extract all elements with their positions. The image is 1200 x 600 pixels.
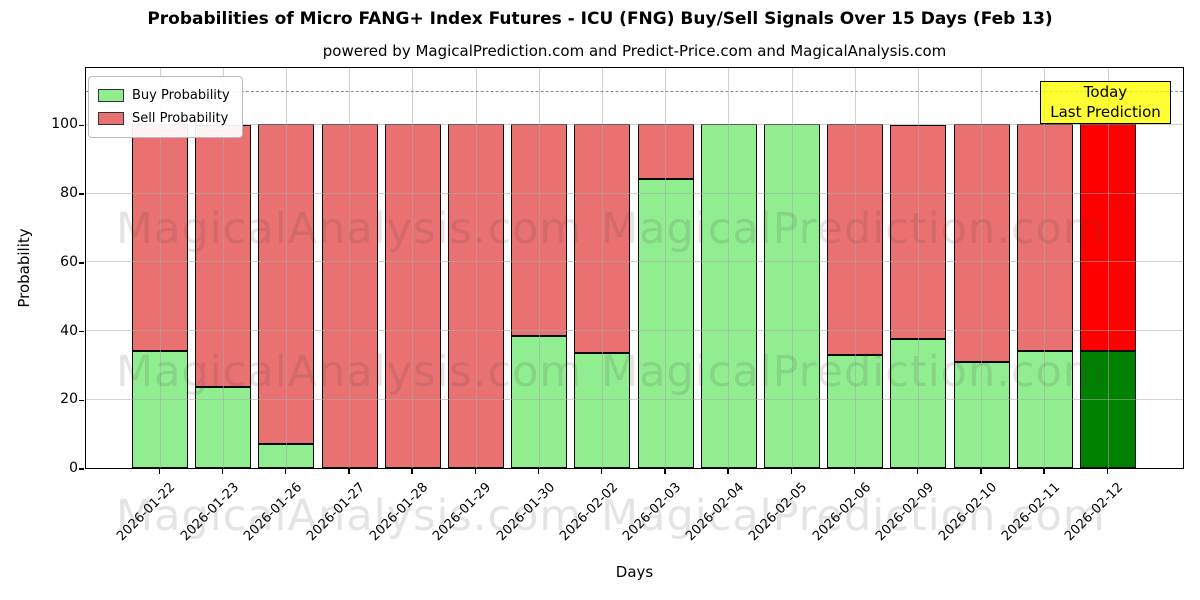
today-annotation-line2: Last Prediction [1050,102,1161,121]
x-tick-mark [1106,469,1108,474]
x-gridline [1107,68,1109,468]
y-tick-label: 80 [60,185,78,202]
sell-swatch-icon [98,112,124,125]
x-tick-mark [474,469,476,474]
legend: Buy Probability Sell Probability [88,76,243,138]
x-gridline [917,68,919,468]
chart-title: Probabilities of Micro FANG+ Index Futur… [147,9,1053,29]
x-tick-mark [600,469,603,474]
y-tick-mark [79,330,84,333]
legend-item-buy: Buy Probability [98,84,230,107]
y-tick-label: 0 [69,460,78,476]
x-tick-mark [221,469,224,474]
x-tick-mark [853,469,856,474]
watermark-text: MagicalAnalysis.com [116,491,583,541]
x-gridline [412,68,414,468]
y-tick-mark [79,124,84,127]
x-tick-mark [537,469,540,474]
buy-swatch-icon [98,89,124,102]
x-tick-mark [727,469,729,474]
y-tick-mark [79,262,84,264]
watermark-text: MagicalAnalysis.com [116,347,583,397]
x-tick-mark [980,469,982,474]
x-gridline [222,68,224,468]
y-tick-label: 100 [51,116,78,133]
plot-area: MagicalAnalysis.com MagicalPrediction.com… [85,67,1184,541]
chart-subtitle: powered by MagicalPrediction.com and Pre… [322,42,947,60]
x-tick-mark [158,469,160,474]
x-gridline [538,68,540,468]
x-axis-label: Days [615,563,654,581]
x-gridline [601,68,603,468]
y-gridline [86,398,1183,400]
legend-label: Sell Probability [132,111,229,126]
y-axis-label: Probability [15,228,33,308]
x-gridline [791,68,793,468]
y-gridline [86,261,1183,263]
x-tick-mark [1043,469,1045,474]
today-annotation-line1: Today [1083,83,1128,101]
watermark-text: MagicalPrediction.com [601,347,1106,397]
y-tick-mark [79,399,84,402]
x-tick-mark [348,469,350,474]
x-tick-mark [790,469,792,474]
legend-item-sell: Sell Probability [98,107,230,130]
x-gridline [981,68,983,468]
x-tick-mark [916,469,919,474]
x-gridline [285,68,287,468]
x-tick-mark [664,469,666,474]
x-gridline [159,68,161,468]
y-gridline [86,192,1183,194]
y-tick-label: 40 [60,322,78,339]
x-gridline [1044,68,1046,468]
x-gridline [854,68,856,468]
x-tick-mark [284,469,287,474]
dashed-threshold-line [86,91,1183,93]
legend-label: Buy Probability [132,88,230,103]
today-annotation: Today Last Prediction [1040,81,1171,124]
x-tick-mark [411,469,413,474]
y-tick-label: 60 [60,253,78,270]
watermark-text: MagicalAnalysis.com [116,204,583,254]
y-tick-mark [79,468,84,470]
y-tick-label: 20 [60,391,78,408]
y-gridline [86,330,1183,332]
watermark-text: MagicalPrediction.com [601,491,1106,541]
x-gridline [475,68,477,468]
y-gridline [86,123,1183,125]
watermark-text: MagicalPrediction.com [601,204,1106,254]
x-gridline [349,68,351,468]
y-tick-mark [79,193,84,195]
x-gridline [665,68,667,468]
x-gridline [728,68,730,468]
